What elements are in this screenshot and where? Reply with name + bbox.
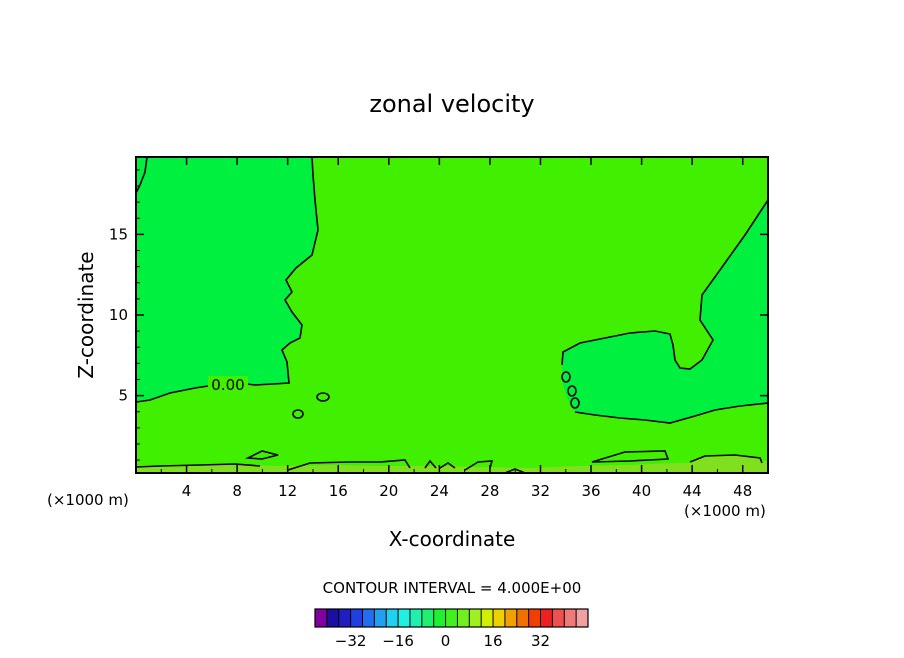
contour-small-ring-5 [570, 397, 580, 409]
contour-near-surface-4 [439, 462, 456, 469]
x-tick-label: 24 [430, 482, 449, 500]
colorbar-swatch [528, 609, 541, 627]
contour-near-surface-8 [689, 454, 763, 464]
colorbar-swatch [481, 609, 494, 627]
contour-near-surface-3 [424, 459, 437, 469]
colorbar-swatch [576, 609, 589, 627]
x-tick-label: 12 [278, 482, 297, 500]
colorbar-swatch [564, 609, 577, 627]
x-tick-label: 4 [182, 482, 192, 500]
contour-lines [136, 157, 768, 473]
colorbar-swatch [315, 609, 328, 627]
positive-band-surface [136, 461, 768, 473]
colorbar-swatch [493, 609, 506, 627]
contour-small-ring-1 [292, 409, 304, 419]
x-tick-label: 48 [733, 482, 752, 500]
contour-near-surface-7 [591, 450, 670, 463]
colorbar-swatch [398, 609, 411, 627]
colorbar-swatch [433, 609, 446, 627]
colorbar-label: 32 [531, 632, 550, 650]
x-axis-label: X-coordinate [389, 527, 516, 551]
contour-label: 0.00 [211, 376, 244, 394]
x-tick-label: 20 [379, 482, 398, 500]
x-unit-left: (×1000 m) [47, 491, 129, 509]
x-tick-label: 40 [632, 482, 651, 500]
x-tick-label: 28 [480, 482, 499, 500]
colorbar-swatch [409, 609, 423, 627]
colorbar-frame [314, 608, 589, 628]
x-tick-label: 8 [232, 482, 242, 500]
x-tick-label: 44 [683, 482, 702, 500]
contour-near-surface-5 [464, 460, 494, 471]
x-axis: 4 8 12 16 20 24 28 32 36 40 44 48 [160, 157, 752, 500]
contour-interval-text: CONTOUR INTERVAL = 4.000E+00 [323, 579, 582, 597]
contour-small-ring-3 [561, 371, 571, 383]
colorbar-swatch [362, 609, 375, 627]
positive-band-patch [690, 455, 762, 465]
x-unit-right: (×1000 m) [684, 502, 766, 520]
colorbar-swatch [516, 609, 530, 627]
negative-region-right [562, 200, 768, 423]
colorbar-label: 0 [441, 632, 451, 650]
y-axis: 5 10 15 [109, 169, 768, 461]
colorbar-label: −16 [382, 632, 414, 650]
colorbar-label: −32 [335, 632, 367, 650]
y-tick-label: 5 [118, 387, 128, 405]
colorbar-swatch [540, 609, 553, 627]
contour-zero-left-b [246, 157, 319, 386]
contour-near-surface-2 [287, 459, 411, 471]
contour-right-region [561, 199, 768, 370]
contour-small-ring-4 [567, 385, 577, 397]
contour-near-surface-1 [245, 450, 279, 460]
negative-region-upper-left [136, 157, 318, 402]
chart-title: zonal velocity [369, 90, 534, 118]
x-tick-label: 32 [531, 482, 550, 500]
y-axis-label: Z-coordinate [74, 251, 98, 378]
y-tick-label: 10 [109, 306, 128, 324]
colorbar-swatch [445, 609, 458, 627]
x-tick-label: 16 [329, 482, 348, 500]
contour-small-ring-2 [316, 392, 330, 402]
colorbar-swatch [338, 609, 352, 627]
colorbar-swatch [386, 609, 399, 627]
contour-right-lower [574, 402, 768, 424]
colorbar: −32 −16 0 16 32 [314, 608, 589, 650]
contour-label-bg [208, 376, 248, 392]
colorbar-swatch [504, 609, 518, 627]
colorbar-swatch [326, 609, 340, 627]
colorbar-swatch [421, 609, 435, 627]
colorbar-swatch [457, 609, 470, 627]
colorbar-swatch [350, 609, 363, 627]
colorbar-swatch [374, 609, 387, 627]
contour-near-surface-9 [136, 463, 261, 468]
x-tick-label: 36 [581, 482, 600, 500]
contour-topleft-corner [136, 157, 148, 194]
colorbar-swatch [552, 609, 565, 627]
colorbar-swatch [469, 609, 482, 627]
colorbar-label: 16 [483, 632, 502, 650]
contour-zero-left [136, 385, 209, 403]
y-tick-label: 15 [109, 225, 128, 243]
